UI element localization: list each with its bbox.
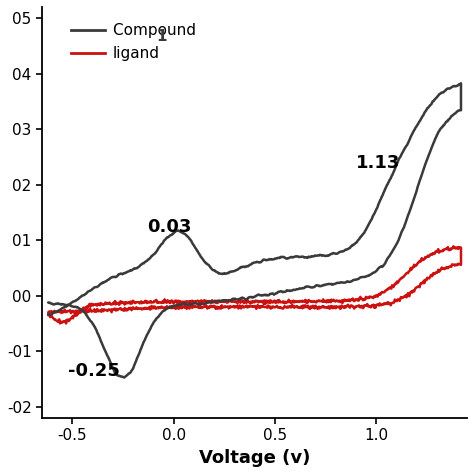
Text: 1: 1 bbox=[156, 29, 166, 45]
Text: 0.03: 0.03 bbox=[147, 218, 191, 236]
Text: 1.13: 1.13 bbox=[356, 154, 400, 172]
X-axis label: Voltage (v): Voltage (v) bbox=[199, 449, 310, 467]
Legend: Compound  , ligand: Compound , ligand bbox=[65, 17, 211, 67]
Text: -0.25: -0.25 bbox=[68, 363, 120, 381]
